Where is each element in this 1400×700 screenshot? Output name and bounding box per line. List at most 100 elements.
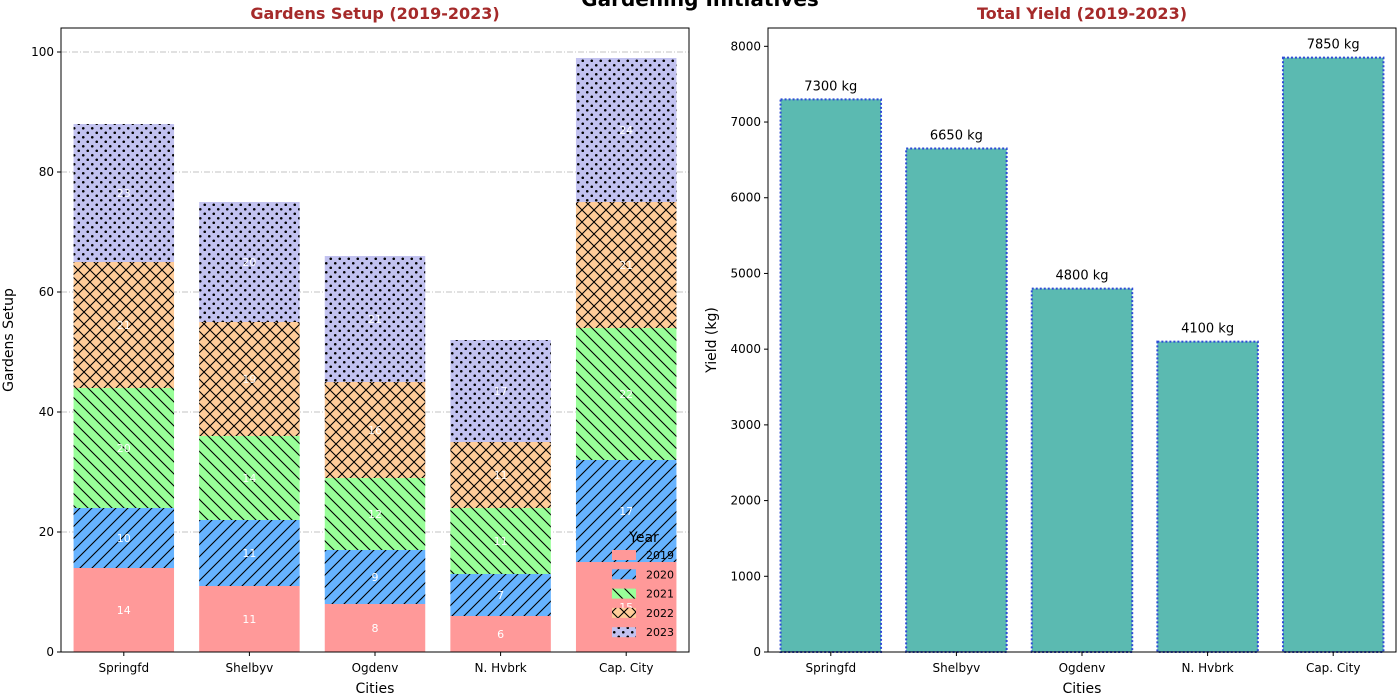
segment-value-label: 8 <box>372 622 379 635</box>
axes-frame <box>60 27 690 653</box>
segment-value-label: 10 <box>117 532 131 545</box>
y-tick-label: 5000 <box>730 266 761 280</box>
bar-hatch-2021-shelbyv <box>199 436 300 520</box>
segment-value-label: 14 <box>242 472 256 485</box>
bar-hatch-2020-shelbyv <box>199 520 300 586</box>
y-tick-label: 4000 <box>730 342 761 356</box>
x-tick-label: Cap. City <box>1306 661 1361 675</box>
bar-value-label: 7300 kg <box>804 79 857 94</box>
x-axis-label: Cities <box>1063 681 1102 697</box>
segment-value-label: 9 <box>372 571 379 584</box>
legend-swatch-hatch-2021 <box>612 588 636 599</box>
gardens-setup-chart: 1410202123111114192089121621671111171517… <box>1 4 690 697</box>
y-tick-label: 60 <box>39 285 54 299</box>
bar-hatch-2022-ogdenv <box>324 382 426 478</box>
segment-value-label: 20 <box>117 442 131 455</box>
y-axis-label: Gardens Setup <box>1 288 17 392</box>
x-tick-label: Springfd <box>99 661 150 675</box>
legend-title: Year <box>628 530 659 546</box>
y-tick-label: 1000 <box>730 569 761 583</box>
segment-value-label: 21 <box>619 259 633 272</box>
bar-segment-2019-n-hvbrk <box>450 616 551 652</box>
segment-value-label: 11 <box>494 469 508 482</box>
legend-swatch-hatch-2022 <box>612 607 636 618</box>
bar-segment-2019-springfd <box>73 568 175 652</box>
y-tick-label: 0 <box>753 645 761 659</box>
legend-swatch-hatch-2020 <box>612 569 636 580</box>
segment-value-label: 7 <box>497 589 504 602</box>
bar-segment-2019-ogdenv <box>324 604 426 652</box>
legend-entry-2020: 2020 <box>646 568 674 581</box>
segment-value-label: 23 <box>117 187 131 200</box>
bar-hatch-2023-ogdenv <box>324 256 426 382</box>
bar-hatch-2022-n-hvbrk <box>450 442 551 508</box>
bar-segment-2019-shelbyv <box>199 586 300 652</box>
bar-shelbyv <box>905 147 1008 653</box>
x-tick-label: Springfd <box>806 661 857 675</box>
y-tick-label: 0 <box>46 645 54 659</box>
segment-value-label: 12 <box>368 508 382 521</box>
segment-value-label: 11 <box>242 613 256 626</box>
x-tick-label: N. Hvbrk <box>474 661 526 675</box>
bar-hatch-2022-shelbyv <box>199 322 300 436</box>
x-tick-label: Ogdenv <box>352 661 399 675</box>
bar-hatch-2023-cap-city <box>575 58 677 202</box>
segment-value-label: 17 <box>494 385 508 398</box>
bar-cap-city <box>1281 56 1385 654</box>
bar-hatch-2021-cap-city <box>575 328 677 460</box>
x-tick-label: N. Hvbrk <box>1181 661 1233 675</box>
legend-entry-2021: 2021 <box>646 588 674 601</box>
bar-hatch-2021-springfd <box>73 388 175 508</box>
segment-value-label: 16 <box>368 424 382 437</box>
legend: Year 2019 2020 2021 2022 2023 <box>612 530 674 639</box>
bar-hatch-2023-n-hvbrk <box>450 340 551 442</box>
bar-hatch-2023-shelbyv <box>199 202 300 322</box>
y-tick-label: 40 <box>39 405 54 419</box>
bar-hatch-2021-ogdenv <box>324 478 426 550</box>
chart-title: Gardens Setup (2019-2023) <box>250 4 499 23</box>
bar-value-label: 4100 kg <box>1181 322 1234 337</box>
bar-hatch-2020-cap-city <box>575 460 677 562</box>
legend-entry-2019: 2019 <box>646 549 674 562</box>
segment-value-label: 11 <box>242 547 256 560</box>
legend-swatch-2019 <box>612 550 636 560</box>
y-tick-label: 20 <box>39 525 54 539</box>
y-tick-label: 8000 <box>730 39 761 53</box>
bar-value-label: 4800 kg <box>1056 269 1109 284</box>
segment-value-label: 6 <box>497 628 504 641</box>
bar-springfd <box>779 98 883 654</box>
x-axis-label: Cities <box>356 681 395 697</box>
bar-hatch-2020-springfd <box>73 508 175 568</box>
legend-swatch-hatch-2023 <box>612 627 636 638</box>
total-yield-chart: 7300 kg 6650 kg 4800 kg 4100 kg 7850 kg 0 1000… <box>704 4 1397 697</box>
segment-value-label: 14 <box>117 604 131 617</box>
axes-frame <box>767 27 1397 653</box>
segment-value-label: 21 <box>117 319 131 332</box>
bar-value-label: 7850 kg <box>1307 38 1360 53</box>
y-axis-label: Yield (kg) <box>704 307 720 374</box>
x-tick-label: Ogdenv <box>1059 661 1106 675</box>
segment-value-label: 24 <box>619 124 633 137</box>
segment-value-label: 21 <box>368 313 382 326</box>
y-tick-label: 80 <box>39 165 54 179</box>
segment-value-label: 19 <box>242 373 256 386</box>
y-tick-label: 3000 <box>730 418 761 432</box>
bar-hatch-2020-ogdenv <box>324 550 426 604</box>
bar-hatch-2021-n-hvbrk <box>450 508 551 574</box>
bar-ogdenv <box>1030 287 1134 653</box>
segment-value-label: 11 <box>494 535 508 548</box>
segment-value-label: 20 <box>242 256 256 269</box>
legend-entry-2023: 2023 <box>646 626 674 639</box>
y-tick-label: 7000 <box>730 115 761 129</box>
segment-value-label: 22 <box>619 388 633 401</box>
bar-value-label: 6650 kg <box>930 129 983 144</box>
y-tick-label: 6000 <box>730 191 761 205</box>
chart-title: Total Yield (2019-2023) <box>977 4 1187 23</box>
figure-title: Gardening Initiatives <box>581 0 819 11</box>
legend-entry-2022: 2022 <box>646 607 674 620</box>
x-tick-label: Shelbyv <box>933 661 981 675</box>
segment-value-label: 17 <box>619 505 633 518</box>
bar-hatch-2022-springfd <box>73 262 175 388</box>
x-tick-label: Shelbyv <box>226 661 274 675</box>
